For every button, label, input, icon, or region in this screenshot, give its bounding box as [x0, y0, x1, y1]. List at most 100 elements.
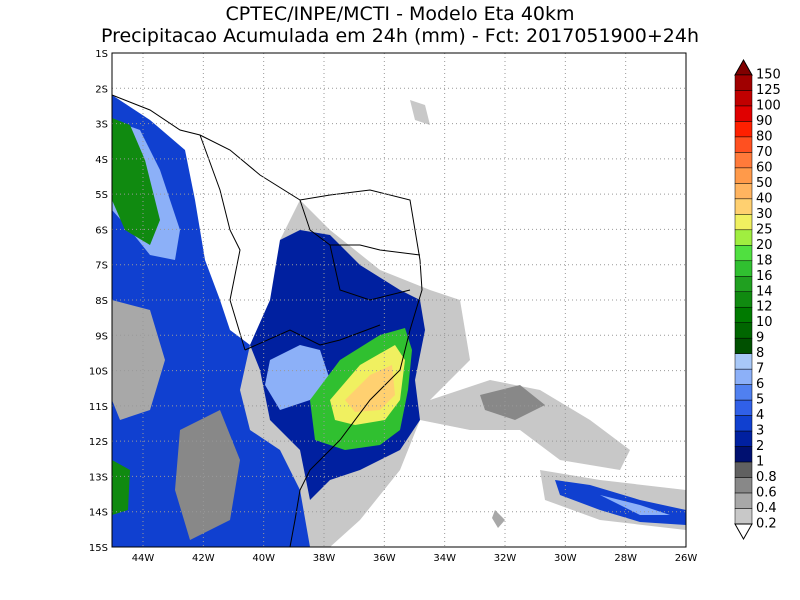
lat-label: 1S: [95, 49, 108, 60]
colorbar-segment: [734, 415, 753, 432]
colorbar-label: 90: [756, 114, 773, 129]
colorbar-segment: [734, 260, 753, 277]
colorbar-segment: [734, 167, 753, 184]
precip-area: [112, 460, 130, 515]
colorbar-segment: [734, 90, 753, 107]
colorbar-label: 100: [756, 98, 781, 113]
colorbar-label: 18: [756, 253, 773, 268]
colorbar-segment: [734, 74, 753, 91]
colorbar-segment: [734, 337, 753, 354]
state-border: [329, 244, 411, 301]
colorbar-segment: [734, 198, 753, 215]
colorbar-label: 2: [756, 439, 764, 454]
map-plot: [111, 52, 687, 548]
colorbar-segment: [734, 276, 753, 293]
lat-label: 5S: [95, 190, 108, 201]
colorbar-label: 9: [756, 331, 764, 346]
colorbar-segment: [734, 430, 753, 447]
lat-label: 12S: [89, 437, 108, 448]
colorbar-label: 60: [756, 160, 773, 175]
colorbar-segment: [734, 245, 753, 262]
colorbar-label: 8: [756, 346, 764, 361]
colorbar-label: 10: [756, 315, 773, 330]
colorbar-segment: [734, 105, 753, 122]
colorbar-label: 0.4: [756, 501, 777, 516]
colorbar-segment: [734, 121, 753, 138]
lon-label: 42W: [192, 553, 215, 564]
colorbar-label: 0.8: [756, 470, 777, 485]
lon-label: 26W: [675, 553, 698, 564]
colorbar-label: 125: [756, 83, 781, 98]
colorbar-label: 150: [756, 68, 781, 83]
state-border: [199, 134, 246, 351]
colorbar-arrow: [734, 58, 753, 76]
colorbar-label: 30: [756, 207, 773, 222]
lat-label: 3S: [95, 120, 108, 131]
coastline: [111, 94, 423, 548]
colorbar-label: 14: [756, 284, 773, 299]
precip-area: [112, 118, 160, 245]
lat-label: 4S: [95, 155, 108, 166]
colorbar-label: 5: [756, 393, 764, 408]
colorbar-segment: [734, 136, 753, 153]
colorbar-segment: [734, 446, 753, 463]
colorbar-segment: [734, 399, 753, 416]
lon-label: 32W: [494, 553, 517, 564]
colorbar-label: 6: [756, 377, 764, 392]
lat-label: 8S: [95, 296, 108, 307]
colorbar-segment: [734, 384, 753, 401]
colorbar-segment: [734, 368, 753, 385]
colorbar-segment: [734, 183, 753, 200]
colorbar-segment: [734, 152, 753, 169]
title-line-1: CPTEC/INPE/MCTI - Modelo Eta 40km: [225, 3, 574, 25]
title-line-2: Precipitacao Acumulada em 24h (mm) - Fct…: [101, 25, 699, 47]
colorbar-label: 0.6: [756, 486, 777, 501]
precip-area: [345, 365, 395, 412]
colorbar-label: 1: [756, 455, 764, 470]
lat-label: 9S: [95, 331, 108, 342]
colorbar-label: 20: [756, 238, 773, 253]
lon-label: 30W: [554, 553, 577, 564]
lat-label: 15S: [89, 543, 108, 554]
colorbar-segment: [734, 291, 753, 308]
colorbar-label: 70: [756, 145, 773, 160]
lon-label: 40W: [252, 553, 275, 564]
lon-label: 28W: [614, 553, 637, 564]
lat-label: 2S: [95, 84, 108, 95]
colorbar-label: 40: [756, 191, 773, 206]
lon-label: 38W: [313, 553, 336, 564]
colorbar: 1501251009080706050403025201816141210987…: [734, 58, 781, 541]
colorbar-label: 50: [756, 176, 773, 191]
colorbar-label: 7: [756, 362, 764, 377]
lat-label: 13S: [89, 472, 108, 483]
lat-label: 14S: [89, 508, 108, 519]
plot-frame: [111, 52, 687, 548]
colorbar-segment: [734, 322, 753, 339]
colorbar-label: 80: [756, 129, 773, 144]
lon-label: 36W: [373, 553, 396, 564]
precip-area: [175, 410, 240, 540]
colorbar-segment: [734, 306, 753, 323]
lat-label: 7S: [95, 261, 108, 272]
precip-area: [112, 300, 165, 420]
colorbar-label: 3: [756, 424, 764, 439]
colorbar-segment: [734, 492, 753, 509]
colorbar-segment: [734, 214, 753, 231]
colorbar-label: 4: [756, 408, 764, 423]
colorbar-segment: [734, 353, 753, 370]
precip-area: [492, 510, 505, 528]
colorbar-segment: [734, 461, 753, 478]
colorbar-label: 0.2: [756, 517, 777, 532]
lat-label: 6S: [95, 225, 108, 236]
precip-area: [410, 100, 430, 125]
colorbar-label: 12: [756, 300, 773, 315]
precip-area: [480, 385, 545, 420]
colorbar-segment: [734, 229, 753, 246]
colorbar-segment: [734, 477, 753, 494]
precip-area: [265, 345, 330, 410]
state-border: [299, 199, 421, 256]
precip-area: [600, 495, 670, 515]
lon-label: 34W: [433, 553, 456, 564]
state-border: [244, 324, 381, 351]
colorbar-label: 25: [756, 222, 773, 237]
